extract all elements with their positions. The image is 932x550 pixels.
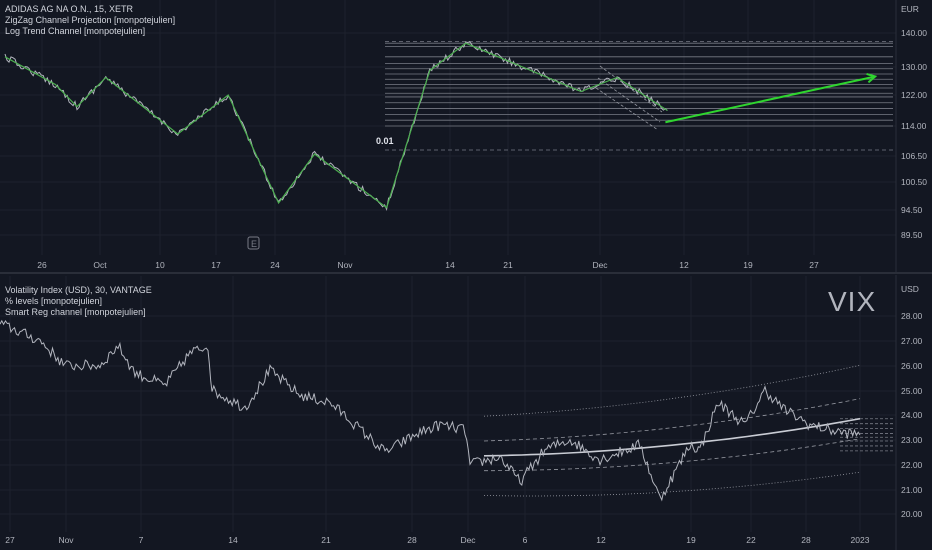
bottom-x-axis: 27 Nov 7 14 21 28 Dec 6 12 19 22 28 2023 [5, 535, 869, 545]
bottom-x-tick: 28 [407, 535, 417, 545]
bottom-indicator-smartreg[interactable]: Smart Reg channel [monpotejulien] [5, 307, 146, 317]
top-x-tick: Oct [93, 260, 107, 270]
bottom-x-tick: Nov [58, 535, 74, 545]
top-y-tick: 106.50 [901, 151, 927, 161]
bottom-x-tick: Dec [460, 535, 476, 545]
top-x-tick: 14 [445, 260, 455, 270]
top-x-axis: 26 Oct 10 17 24 Nov 14 21 Dec 12 19 27 [37, 260, 819, 270]
bottom-x-tick: 14 [228, 535, 238, 545]
bottom-x-tick: 27 [5, 535, 15, 545]
zigzag-projection-arrow [665, 73, 878, 124]
local-channel-line [599, 65, 663, 113]
bottom-x-tick: 28 [801, 535, 811, 545]
vix-price-series [0, 319, 861, 502]
bottom-x-tick: 2023 [851, 535, 870, 545]
regression-outer-band [483, 471, 861, 497]
top-y-tick: 114.00 [901, 121, 927, 131]
zigzag-line [4, 42, 668, 209]
local-channel-line [597, 77, 661, 123]
local-channel-line [595, 87, 659, 131]
top-indicator-logtrend[interactable]: Log Trend Channel [monpotejulien] [5, 26, 146, 36]
bottom-unit-label: USD [901, 284, 919, 294]
top-x-tick: 19 [743, 260, 753, 270]
top-x-tick: 12 [679, 260, 689, 270]
top-x-tick: 10 [155, 260, 165, 270]
bottom-x-tick: 22 [746, 535, 756, 545]
bottom-y-tick: 26.00 [901, 361, 923, 371]
top-x-tick: 24 [270, 260, 280, 270]
top-y-tick: 94.50 [901, 205, 923, 215]
bottom-symbol-title[interactable]: Volatility Index (USD), 30, VANTAGE [5, 285, 152, 295]
bottom-x-tick: 19 [686, 535, 696, 545]
bottom-y-axis: USD 28.00 27.00 26.00 25.00 24.00 23.00 22.00 21… [901, 284, 923, 519]
top-channel-lines [385, 41, 893, 151]
bottom-y-tick: 23.00 [901, 435, 923, 445]
top-x-tick: 27 [809, 260, 819, 270]
vix-watermark: VIX [828, 286, 877, 317]
bottom-y-tick: 22.00 [901, 460, 923, 470]
bottom-x-tick: 12 [596, 535, 606, 545]
bottom-legend: Volatility Index (USD), 30, VANTAGE % le… [5, 285, 152, 318]
bottom-y-tick: 21.00 [901, 485, 923, 495]
top-x-tick: Dec [592, 260, 608, 270]
top-x-tick: 21 [503, 260, 513, 270]
top-y-axis: EUR 140.00 130.00 122.00 114.00 106.50 100.50 9… [901, 4, 927, 240]
top-x-tick: 26 [37, 260, 47, 270]
top-indicator-zigzag[interactable]: ZigZag Channel Projection [monpotejulien… [5, 15, 176, 25]
bottom-y-tick: 20.00 [901, 509, 923, 519]
top-y-tick: 89.50 [901, 230, 923, 240]
top-y-tick: 130.00 [901, 62, 927, 72]
bottom-x-tick: 7 [139, 535, 144, 545]
bottom-x-tick: 6 [523, 535, 528, 545]
regression-outer-band [483, 364, 861, 417]
svg-text:E: E [251, 239, 257, 249]
top-y-tick: 140.00 [901, 28, 927, 38]
top-x-tick: 17 [211, 260, 221, 270]
bottom-y-tick: 27.00 [901, 336, 923, 346]
fib-annotation: 0.01 [376, 136, 394, 146]
regression-inner-band [483, 398, 861, 442]
bottom-x-tick: 21 [321, 535, 331, 545]
earnings-flag-icon[interactable]: E [247, 236, 260, 250]
bottom-grid [0, 276, 896, 532]
top-symbol-title[interactable]: ADIDAS AG NA O.N., 15, XETR [5, 4, 134, 14]
regression-channel [483, 364, 861, 497]
bottom-indicator-levels[interactable]: % levels [monpotejulien] [5, 296, 103, 306]
top-grid [0, 0, 896, 255]
top-y-tick: 122.00 [901, 90, 927, 100]
percent-levels [840, 418, 893, 452]
projection-arrowhead [866, 73, 878, 84]
top-unit-label: EUR [901, 4, 919, 14]
vix-price-line [0, 319, 861, 502]
zigzag-polyline [4, 42, 668, 209]
regression-mid-line [483, 417, 861, 457]
bottom-y-tick: 28.00 [901, 311, 923, 321]
projection-line [665, 75, 876, 124]
top-x-tick: Nov [337, 260, 353, 270]
bottom-y-tick: 25.00 [901, 386, 923, 396]
top-y-tick: 100.50 [901, 177, 927, 187]
bottom-y-tick: 24.00 [901, 410, 923, 420]
top-legend: ADIDAS AG NA O.N., 15, XETR ZigZag Chann… [5, 4, 175, 37]
